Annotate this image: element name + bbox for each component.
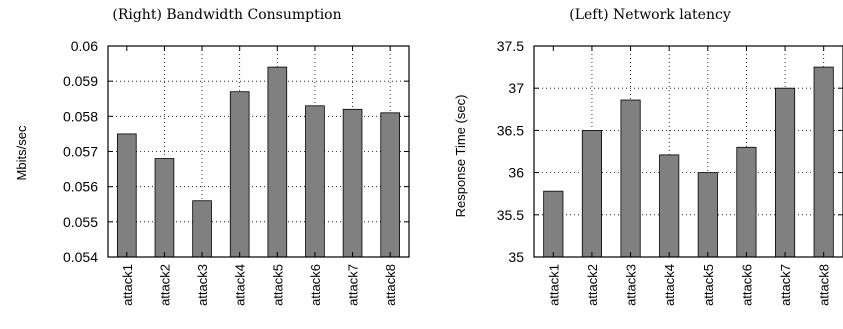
latency-bar-attack5: [697, 172, 718, 258]
bandwidth-x-tick-label: attack1: [120, 264, 135, 306]
latency-x-tick-label: attack6: [739, 264, 754, 306]
bandwidth-x-tick-label: attack7: [346, 264, 361, 306]
bandwidth-x-tick-label: attack2: [157, 264, 172, 306]
latency-bar-attack4: [659, 154, 680, 258]
bandwidth-x-tick-label: attack6: [308, 264, 323, 306]
bandwidth-grid: [108, 46, 409, 257]
bandwidth-ticks: [108, 45, 409, 258]
latency-bar-attack1: [543, 190, 564, 258]
latency-x-tick-label: attack1: [546, 264, 561, 306]
bandwidth-bar-attack4: [229, 91, 250, 258]
latency-grid: [534, 46, 843, 257]
latency-plot-frame: [533, 45, 843, 258]
latency-x-tick-labels: attack1 attack2 attack3 attack4 attack5 attac…: [546, 264, 831, 306]
latency-bar-attack7: [775, 87, 796, 258]
bandwidth-chart-title: (Right) Bandwidth Consumption: [112, 7, 341, 23]
latency-x-tick-label: attack2: [585, 264, 600, 306]
latency-bars: [543, 66, 834, 258]
latency-x-tick-label: attack4: [662, 264, 677, 306]
latency-y-tick-label: 35: [508, 249, 524, 265]
bandwidth-bar-attack1: [117, 133, 137, 258]
bandwidth-bar-attack6: [305, 105, 325, 258]
latency-bar-attack3: [620, 99, 641, 258]
latency-y-tick-label: 37: [508, 80, 524, 96]
bandwidth-bar-attack3: [192, 200, 212, 258]
latency-y-tick-label: 36: [508, 165, 524, 181]
latency-y-tick-label: 36.5: [497, 122, 524, 138]
latency-bar-attack2: [581, 129, 602, 258]
bandwidth-y-tick-label: 0.057: [63, 144, 98, 160]
latency-y-tick-label: 37.5: [497, 38, 524, 54]
bandwidth-y-axis-label: Mbits/sec: [14, 125, 29, 180]
bandwidth-bar-attack5: [267, 66, 288, 258]
latency-x-tick-label: attack8: [817, 264, 832, 306]
latency-bar-attack6: [736, 146, 757, 258]
bandwidth-y-tick-label: 0.056: [63, 179, 98, 195]
bandwidth-y-tick-label: 0.058: [63, 108, 98, 124]
bandwidth-x-tick-label: attack8: [383, 264, 398, 306]
bandwidth-y-tick-label: 0.059: [63, 73, 98, 89]
bandwidth-bar-attack7: [342, 108, 363, 258]
latency-x-tick-label: attack3: [624, 264, 639, 306]
latency-ticks: [534, 45, 843, 258]
latency-y-tick-label: 35.5: [497, 207, 524, 223]
latency-bar-attack8: [813, 66, 834, 258]
bandwidth-x-tick-label: attack3: [195, 264, 210, 306]
bandwidth-y-tick-label: 0.054: [63, 249, 98, 265]
latency-y-tick-labels: 35 35.5 36 36.5 37 37.5: [497, 38, 524, 265]
bandwidth-bars: [117, 66, 400, 258]
bandwidth-y-tick-labels: 0.054 0.055 0.056 0.057 0.058 0.059 0.06: [63, 38, 98, 265]
bandwidth-x-tick-labels: attack1 attack2 attack3 attack4 attack5 attac…: [120, 264, 398, 306]
bandwidth-plot-frame: [107, 45, 410, 258]
latency-x-tick-label: attack5: [701, 264, 716, 306]
bandwidth-chart: (Right) Bandwidth Consumption Mbits/sec …: [14, 7, 410, 306]
bandwidth-y-tick-label: 0.055: [63, 214, 98, 230]
latency-chart: (Left) Network latency Response Time (se…: [453, 7, 843, 306]
latency-y-axis-label: Response Time (sec): [453, 95, 468, 218]
bandwidth-bar-attack8: [380, 112, 400, 258]
latency-chart-title: (Left) Network latency: [569, 7, 731, 23]
bandwidth-x-tick-label: attack4: [233, 264, 248, 306]
bandwidth-bar-attack2: [154, 158, 175, 258]
bandwidth-y-tick-label: 0.06: [71, 38, 98, 54]
bandwidth-x-tick-label: attack5: [270, 264, 285, 306]
latency-x-tick-label: attack7: [778, 264, 793, 306]
